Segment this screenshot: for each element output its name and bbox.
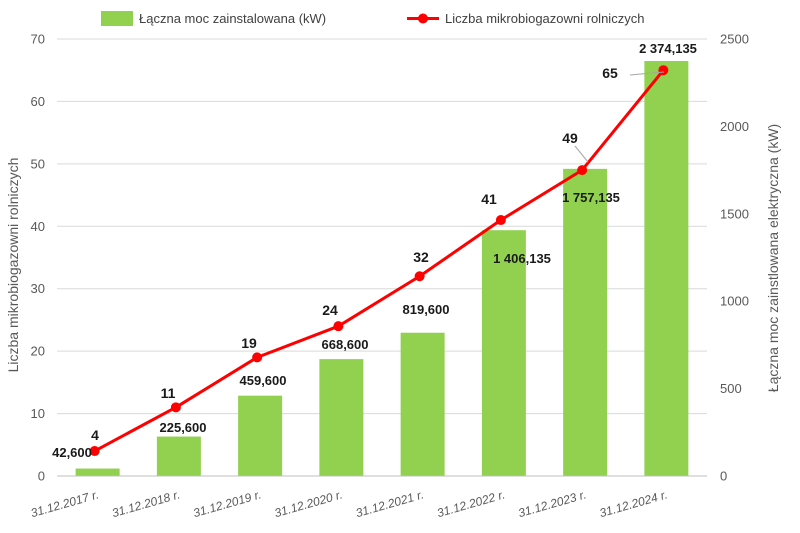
line-value-label: 49 bbox=[562, 130, 578, 146]
line-point bbox=[170, 402, 181, 413]
bar-value-label: 1 757,135 bbox=[562, 190, 620, 205]
y-tick-label: 70 bbox=[31, 32, 45, 47]
bar-value-label: 459,600 bbox=[240, 373, 287, 388]
axes: 0 10 20 30 40 50 60 70 0 500 1000 1500 2000 2500 31.12… bbox=[29, 32, 749, 521]
leader-line bbox=[629, 71, 665, 76]
line-value-label: 41 bbox=[481, 191, 497, 207]
bar bbox=[319, 359, 364, 476]
bar bbox=[481, 230, 526, 476]
gridlines bbox=[57, 38, 707, 477]
y2-tick-label: 1000 bbox=[720, 294, 749, 309]
y2-tick-label: 2000 bbox=[720, 119, 749, 134]
series-line bbox=[93, 69, 665, 453]
y2-tick-label: 2500 bbox=[720, 32, 749, 47]
x-tick-label: 31.12.2022 r. bbox=[435, 487, 506, 520]
y-tick-label: 20 bbox=[31, 344, 45, 359]
line-value-label: 32 bbox=[413, 249, 429, 265]
y2-tick-label: 500 bbox=[720, 381, 742, 396]
y-tick-label: 40 bbox=[31, 219, 45, 234]
bar bbox=[156, 436, 201, 476]
x-tick-label: 31.12.2018 r. bbox=[110, 487, 181, 520]
legend: Łączna moc zainstalowana (kW) Liczba mik… bbox=[101, 11, 644, 26]
line-value-label: 24 bbox=[322, 302, 338, 318]
bar-value-label: 2 374,135 bbox=[639, 41, 697, 56]
y2-axis-title: Łączna moc zainstlowana elektryczna (kW) bbox=[765, 124, 781, 392]
y-tick-label: 10 bbox=[31, 406, 45, 421]
bar-value-label: 42,600 bbox=[52, 445, 92, 460]
legend-bar-label: Łączna moc zainstalowana (kW) bbox=[139, 11, 326, 26]
line-series bbox=[89, 65, 669, 457]
bar-value-label: 819,600 bbox=[403, 302, 450, 317]
y-tick-label: 60 bbox=[31, 94, 45, 109]
legend-line-marker bbox=[418, 13, 428, 24]
y2-tick-label: 1500 bbox=[720, 206, 749, 221]
line-point bbox=[252, 352, 263, 363]
y-tick-label: 0 bbox=[38, 469, 45, 484]
line-point bbox=[414, 271, 425, 282]
line-point bbox=[577, 165, 588, 176]
bar-series bbox=[75, 61, 689, 477]
y2-tick-label: 0 bbox=[720, 469, 727, 484]
x-tick-label: 31.12.2021 r. bbox=[354, 487, 425, 520]
x-tick-label: 31.12.2020 r. bbox=[273, 487, 344, 520]
bar-value-label: 1 406,135 bbox=[493, 251, 551, 266]
bar bbox=[238, 395, 283, 476]
bar bbox=[75, 468, 120, 476]
line-value-label: 11 bbox=[161, 385, 176, 401]
y-tick-label: 50 bbox=[31, 156, 45, 171]
legend-line-label: Liczba mikrobiogazowni rolniczych bbox=[445, 11, 644, 26]
bar bbox=[400, 332, 445, 476]
line-value-label: 65 bbox=[602, 65, 618, 81]
x-tick-label: 31.12.2017 r. bbox=[29, 487, 100, 520]
line-value-label: 4 bbox=[91, 427, 99, 443]
bar-value-label: 225,600 bbox=[160, 420, 207, 435]
line-point bbox=[658, 65, 669, 76]
legend-bar-swatch bbox=[101, 11, 133, 26]
y-tick-label: 30 bbox=[31, 281, 45, 296]
line-point bbox=[495, 215, 506, 226]
y-axis-title: Liczba mikrobiogazowni rolniczych bbox=[5, 158, 21, 373]
data-labels: 42,600 225,600 459,600 668,600 819,600 1 406,… bbox=[52, 41, 697, 460]
line-value-label: 19 bbox=[241, 335, 257, 351]
bar bbox=[644, 61, 689, 477]
line-point bbox=[89, 446, 100, 457]
bar bbox=[563, 168, 608, 477]
x-tick-label: 31.12.2023 r. bbox=[517, 487, 588, 520]
x-tick-label: 31.12.2024 r. bbox=[598, 487, 669, 520]
leader-line bbox=[574, 145, 589, 163]
bar-value-label: 668,600 bbox=[322, 337, 369, 352]
line-point bbox=[333, 321, 344, 332]
x-tick-label: 31.12.2019 r. bbox=[192, 487, 263, 520]
